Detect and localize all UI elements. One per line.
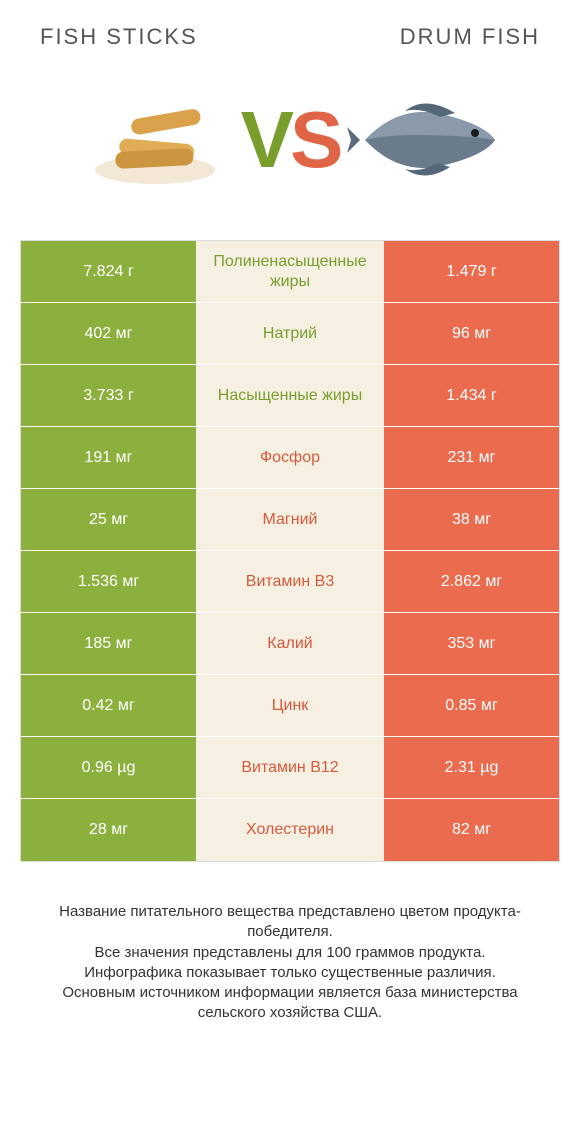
cell-left: 0.96 µg: [21, 737, 196, 798]
cell-left: 0.42 мг: [21, 675, 196, 736]
table-row: 185 мгКалий353 мг: [21, 613, 559, 675]
footer-line: Все значения представлены для 100 граммо…: [30, 943, 550, 963]
cell-nutrient: Цинк: [196, 675, 384, 736]
cell-left: 1.536 мг: [21, 551, 196, 612]
cell-right: 2.31 µg: [384, 737, 559, 798]
footer-line: Название питательного вещества представл…: [30, 902, 550, 943]
cell-left: 28 мг: [21, 799, 196, 861]
cell-nutrient: Фосфор: [196, 427, 384, 488]
cell-left: 402 мг: [21, 303, 196, 364]
cell-right: 82 мг: [384, 799, 559, 861]
cell-nutrient: Холестерин: [196, 799, 384, 861]
cell-nutrient: Полиненасыщенные жиры: [196, 241, 384, 302]
vs-label: VS: [241, 94, 340, 186]
cell-left: 25 мг: [21, 489, 196, 550]
cell-right: 353 мг: [384, 613, 559, 674]
cell-nutrient: Витамин B3: [196, 551, 384, 612]
cell-right: 1.479 г: [384, 241, 559, 302]
cell-right: 2.862 мг: [384, 551, 559, 612]
table-row: 0.42 мгЦинк0.85 мг: [21, 675, 559, 737]
drum-fish-image: [345, 80, 505, 200]
cell-left: 3.733 г: [21, 365, 196, 426]
table-row: 1.536 мгВитамин B32.862 мг: [21, 551, 559, 613]
cell-left: 7.824 г: [21, 241, 196, 302]
header-row: FISH STICKS DRUM FISH: [0, 0, 580, 60]
images-row: VS: [0, 60, 580, 240]
cell-nutrient: Калий: [196, 613, 384, 674]
table-row: 7.824 гПолиненасыщенные жиры1.479 г: [21, 241, 559, 303]
cell-nutrient: Магний: [196, 489, 384, 550]
nutrition-table: 7.824 гПолиненасыщенные жиры1.479 г402 м…: [20, 240, 560, 862]
title-left: FISH STICKS: [40, 24, 198, 50]
table-row: 402 мгНатрий96 мг: [21, 303, 559, 365]
footer-line: Инфографика показывает только существенн…: [30, 963, 550, 983]
table-row: 191 мгФосфор231 мг: [21, 427, 559, 489]
cell-left: 185 мг: [21, 613, 196, 674]
table-row: 0.96 µgВитамин B122.31 µg: [21, 737, 559, 799]
vs-v: V: [241, 94, 290, 186]
cell-right: 1.434 г: [384, 365, 559, 426]
cell-nutrient: Натрий: [196, 303, 384, 364]
fish-sticks-image: [75, 80, 235, 200]
cell-left: 191 мг: [21, 427, 196, 488]
title-right: DRUM FISH: [400, 24, 540, 50]
cell-right: 231 мг: [384, 427, 559, 488]
vs-s: S: [290, 94, 339, 186]
cell-right: 38 мг: [384, 489, 559, 550]
cell-right: 0.85 мг: [384, 675, 559, 736]
cell-nutrient: Витамин B12: [196, 737, 384, 798]
footer-notes: Название питательного вещества представл…: [0, 862, 580, 1024]
cell-right: 96 мг: [384, 303, 559, 364]
footer-line: Основным источником информации является …: [30, 983, 550, 1024]
cell-nutrient: Насыщенные жиры: [196, 365, 384, 426]
table-row: 28 мгХолестерин82 мг: [21, 799, 559, 861]
table-row: 25 мгМагний38 мг: [21, 489, 559, 551]
table-row: 3.733 гНасыщенные жиры1.434 г: [21, 365, 559, 427]
